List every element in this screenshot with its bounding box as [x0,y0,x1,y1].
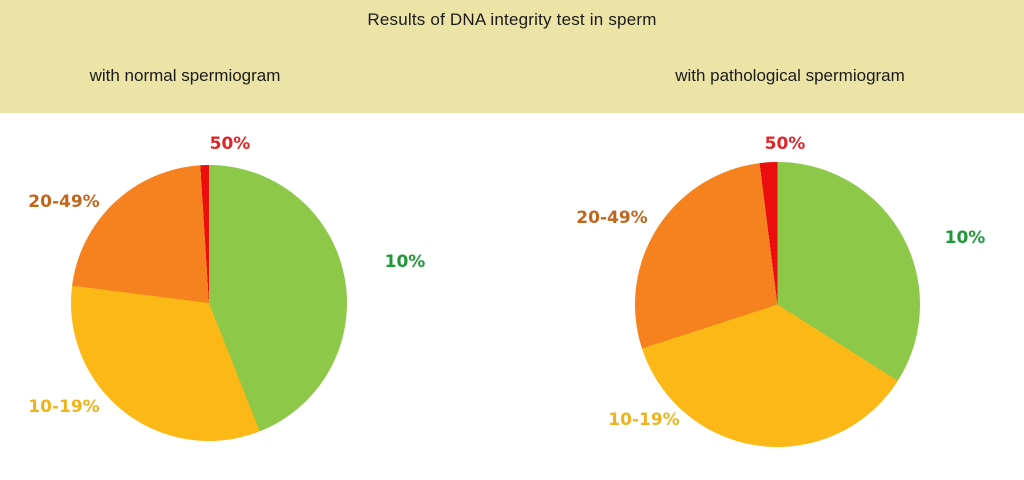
right-pie-label-20-49-percent: 20-49% [576,208,648,228]
left-pie-label-50-percent: 50% [209,134,251,154]
right-pie-label-10-19-percent: 10-19% [608,410,680,430]
left-pie-label-10-19-percent: 10-19% [28,397,100,417]
figure-title: Results of DNA integrity test in sperm [367,10,657,29]
left-pie-label-10-percent: 10% [384,252,426,272]
pie-chart-pathological-spermiogram [635,162,920,447]
left-pie-title: with normal spermiogram [89,66,281,85]
left-pie-label-20-49-percent: 20-49% [28,192,100,212]
pie-chart-normal-spermiogram [71,165,347,441]
right-pie-label-50-percent: 50% [764,134,806,154]
header-band: Results of DNA integrity test in sperm w… [0,0,1024,113]
right-pie-title: with pathological spermiogram [675,66,905,85]
right-pie-label-10-percent: 10% [944,228,986,248]
